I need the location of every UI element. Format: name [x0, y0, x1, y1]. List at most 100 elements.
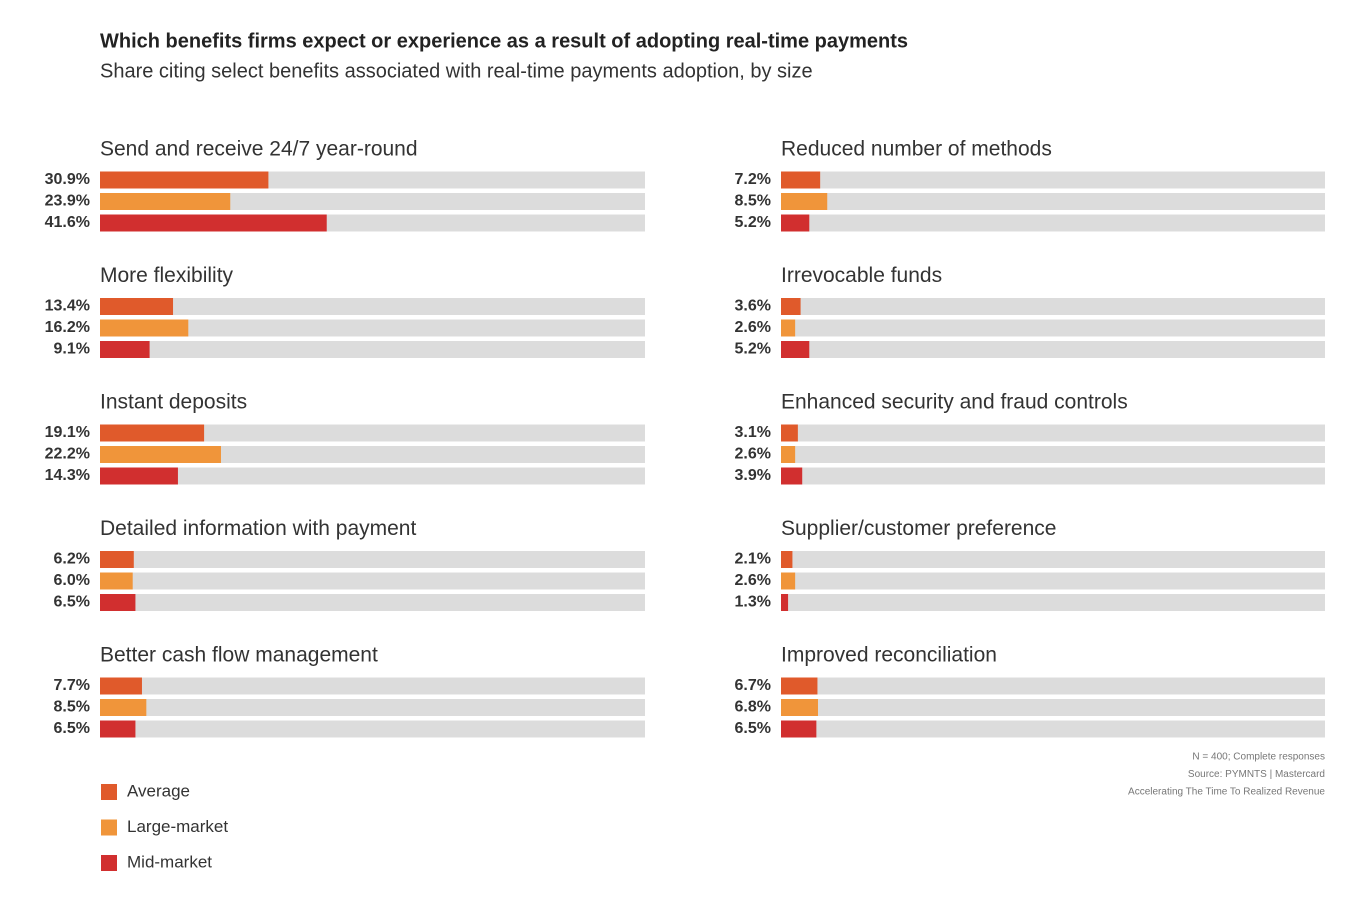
panel-title: Enhanced security and fraud controls: [781, 391, 1128, 414]
bar-track: [781, 214, 1325, 232]
bar-track: [781, 319, 1325, 337]
bar-track: [781, 298, 1325, 315]
bar-track: [100, 319, 645, 337]
bar: [100, 446, 221, 463]
bar: [781, 341, 810, 358]
bar: [781, 467, 803, 485]
bar: [781, 214, 810, 232]
bar-track: [781, 720, 1325, 738]
legend-label: Mid-market: [127, 852, 212, 871]
bar: [100, 572, 133, 590]
legend-label: Average: [127, 781, 190, 800]
value-label: 6.5%: [54, 720, 90, 737]
bar: [781, 446, 796, 463]
panel-title: Better cash flow management: [100, 644, 378, 667]
value-label: 41.6%: [45, 214, 90, 231]
bar: [781, 298, 801, 315]
panel-title: Irrevocable funds: [781, 264, 942, 287]
bar: [781, 171, 821, 189]
value-label: 3.6%: [735, 298, 771, 315]
bar-track: [100, 424, 645, 442]
panel-title: Instant deposits: [100, 391, 247, 414]
value-label: 19.1%: [45, 424, 90, 441]
value-label: 2.6%: [735, 572, 771, 589]
value-label: 7.2%: [735, 171, 771, 188]
bar-track: [100, 594, 645, 611]
bar-track: [100, 699, 645, 716]
value-label: 22.2%: [45, 446, 90, 463]
bar-track: [100, 677, 645, 695]
bar-track: [100, 467, 645, 485]
bar: [781, 594, 789, 611]
bar-track: [100, 572, 645, 590]
bar-track: [781, 572, 1325, 590]
value-label: 5.2%: [735, 214, 771, 231]
bar: [100, 699, 147, 716]
bar: [781, 551, 793, 568]
bar-track: [781, 171, 1325, 189]
value-label: 6.5%: [54, 594, 90, 611]
bar-track: [781, 467, 1325, 485]
bar: [100, 171, 269, 189]
bar-track: [781, 193, 1325, 210]
bar-track: [781, 677, 1325, 695]
bar: [781, 699, 818, 716]
legend-swatch: [101, 784, 117, 800]
legend-label: Large-market: [127, 817, 228, 836]
value-label: 23.9%: [45, 193, 90, 210]
value-label: 3.1%: [735, 424, 771, 441]
value-label: 6.2%: [54, 551, 90, 568]
bar-track: [100, 446, 645, 463]
bar: [100, 677, 142, 695]
value-label: 8.5%: [735, 193, 771, 210]
panel-title: Send and receive 24/7 year-round: [100, 138, 418, 161]
chart-subtitle: Share citing select benefits associated …: [100, 60, 813, 82]
value-label: 5.2%: [735, 341, 771, 358]
bar: [781, 193, 828, 210]
value-label: 9.1%: [54, 341, 90, 358]
value-label: 16.2%: [45, 319, 90, 336]
bar: [781, 720, 817, 738]
value-label: 7.7%: [54, 677, 90, 694]
bar: [100, 424, 205, 442]
panel-title: Detailed information with payment: [100, 517, 416, 540]
value-label: 13.4%: [45, 298, 90, 315]
value-label: 3.9%: [735, 467, 771, 484]
bar: [100, 594, 136, 611]
value-label: 8.5%: [54, 699, 90, 716]
value-label: 2.6%: [735, 446, 771, 463]
value-label: 30.9%: [45, 171, 90, 188]
bar: [781, 677, 818, 695]
bar-track: [100, 341, 645, 358]
source-note: Accelerating The Time To Realized Revenu…: [1128, 787, 1325, 798]
value-label: 6.0%: [54, 572, 90, 589]
bar-track: [781, 551, 1325, 568]
bar-track: [100, 551, 645, 568]
bar-track: [100, 193, 645, 210]
value-label: 6.7%: [735, 677, 771, 694]
value-label: 2.6%: [735, 319, 771, 336]
panel-title: Reduced number of methods: [781, 138, 1052, 161]
bar: [781, 319, 796, 337]
value-label: 2.1%: [735, 551, 771, 568]
bar: [781, 572, 796, 590]
source-note: N = 400; Complete responses: [1192, 752, 1325, 763]
bar-track: [781, 699, 1325, 716]
bar: [100, 298, 174, 315]
panel-title: Improved reconciliation: [781, 644, 997, 667]
bar-track: [781, 341, 1325, 358]
bar: [100, 551, 134, 568]
bar-track: [100, 720, 645, 738]
legend-swatch: [101, 855, 117, 871]
bar-track: [781, 424, 1325, 442]
source-note: Source: PYMNTS | Mastercard: [1188, 769, 1325, 780]
bar-track: [781, 594, 1325, 611]
chart-title: Which benefits firms expect or experienc…: [100, 30, 908, 52]
panel-title: More flexibility: [100, 264, 234, 287]
bar: [100, 341, 150, 358]
bar-track: [100, 298, 645, 315]
value-label: 6.5%: [735, 720, 771, 737]
bar: [100, 193, 231, 210]
value-label: 1.3%: [735, 594, 771, 611]
